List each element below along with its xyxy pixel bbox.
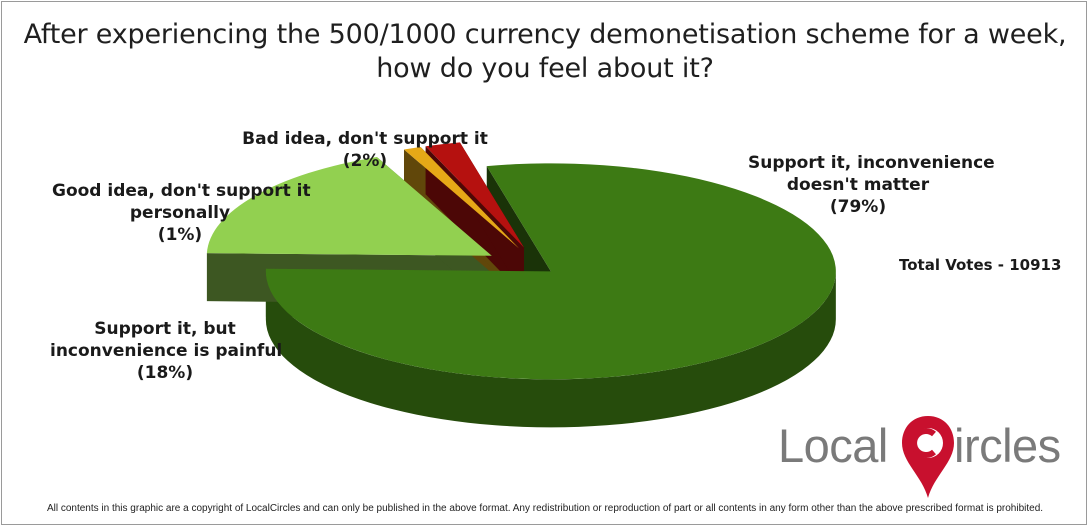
slice-label-bad-idea: Bad idea, don't support it (2%) (240, 128, 490, 172)
slice-label-line: inconvenience is painful (50, 341, 283, 361)
chart-title-line-2: how do you feel about it? (376, 53, 714, 84)
pie-tops (206, 142, 836, 380)
slice-percent: (18%) (136, 363, 194, 383)
slice-label-line: Bad idea, don't support it (242, 129, 488, 149)
chart-title-line-1: After experiencing the 500/1000 currency… (23, 19, 1067, 50)
pie-slice-support-doesnt-matter (265, 163, 836, 380)
location-pin-icon (902, 416, 954, 498)
localcircles-logo: Local ircles (778, 410, 1078, 498)
slice-label-line: Support it, but (94, 319, 236, 339)
slice-percent: (1%) (157, 225, 203, 245)
logo-text-local: Local (778, 419, 888, 472)
slice-label-good-idea-not-personally: Good idea, don't support it personally (… (52, 180, 311, 246)
pie-slice-good-idea-not-personally (404, 146, 520, 249)
slice-label-support-painful: Support it, but inconvenience is painful… (50, 318, 283, 384)
logo-text-ircles: ircles (954, 419, 1061, 472)
pie-slice-support-painful (206, 156, 492, 256)
pie-slice-rim-support-doesnt-matter (265, 271, 836, 428)
slice-label-line: Good idea, don't support it (52, 181, 311, 201)
total-votes: Total Votes - 10913 (899, 256, 1062, 274)
slice-label-line: Support it, inconvenience (748, 153, 995, 173)
chart-title: After experiencing the 500/1000 currency… (0, 18, 1090, 86)
pie-slice-bad-idea (425, 142, 525, 248)
slice-label-support-doesnt-matter: Support it, inconvenience doesn't matter… (748, 152, 995, 218)
slice-label-line: personally (129, 203, 231, 223)
slice-percent: (2%) (342, 151, 388, 171)
slice-label-line: doesn't matter (786, 175, 930, 195)
slice-percent: (79%) (829, 197, 887, 217)
copyright-footer: All contents in this graphic are a copyr… (46, 503, 1044, 514)
